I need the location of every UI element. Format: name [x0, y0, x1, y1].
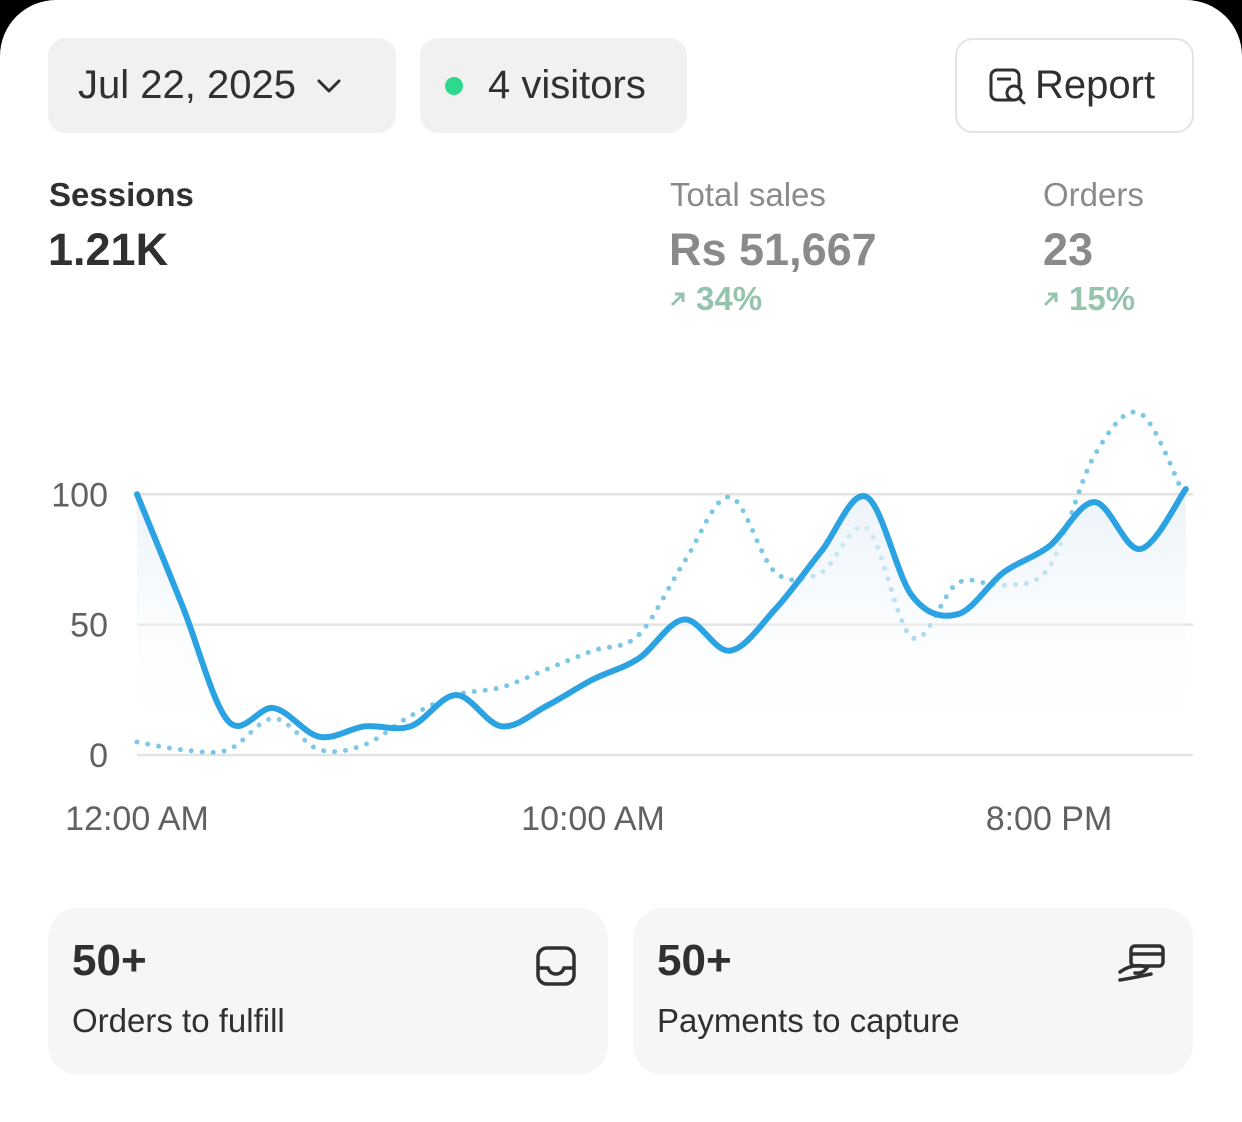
area [137, 489, 1186, 755]
orders-card[interactable]: 50+ Orders to fulfill [48, 908, 608, 1075]
report-label: Report [1035, 63, 1156, 107]
visitors-pill[interactable]: 4 visitors [420, 38, 687, 133]
report-button[interactable]: Report [955, 38, 1194, 133]
chart: 0 50 100 12:00 AM 10:00 AM 8:00 PM [51, 409, 1193, 838]
live-dot [445, 76, 463, 95]
up-arrow [670, 292, 685, 307]
report-icon [989, 68, 1026, 104]
up-arrow [1043, 292, 1058, 307]
inbox-icon [536, 946, 576, 986]
metric-value: 23 [1043, 224, 1094, 275]
metric-change: 34% [668, 280, 762, 318]
visitors: 4 visitors [488, 63, 646, 107]
y-tick-label: 100 [51, 476, 108, 514]
change-text: 15% [1069, 280, 1136, 317]
card-label: Payments to capture [657, 1002, 960, 1039]
metric-label: Orders [1043, 176, 1144, 213]
date: Jul 22, 2025 [78, 63, 296, 107]
line [134, 486, 1189, 741]
change-text: 34% [696, 280, 763, 317]
card-label: Orders to fulfill [72, 1002, 285, 1039]
date-picker[interactable]: Jul 22, 2025 [48, 38, 396, 133]
chevron-icon [317, 79, 341, 92]
metric-label: Sessions [49, 176, 194, 213]
payment-icon [1118, 944, 1165, 982]
metric-value: 1.21K [48, 224, 169, 275]
y-tick-label: 50 [70, 607, 108, 645]
x-tick-label: 12:00 AM [65, 800, 209, 838]
metric-change: 15% [1041, 280, 1135, 318]
x-tick-label: 10:00 AM [521, 800, 665, 838]
card-value: 50+ [72, 936, 147, 985]
card-value: 50+ [657, 936, 732, 985]
metric-value: Rs 51,667 [669, 224, 877, 275]
y-tick-label: 0 [89, 737, 108, 775]
x-tick-label: 8:00 PM [986, 800, 1113, 838]
payments-card[interactable]: 50+ Payments to capture [633, 908, 1193, 1075]
metric-label: Total sales [670, 176, 826, 213]
